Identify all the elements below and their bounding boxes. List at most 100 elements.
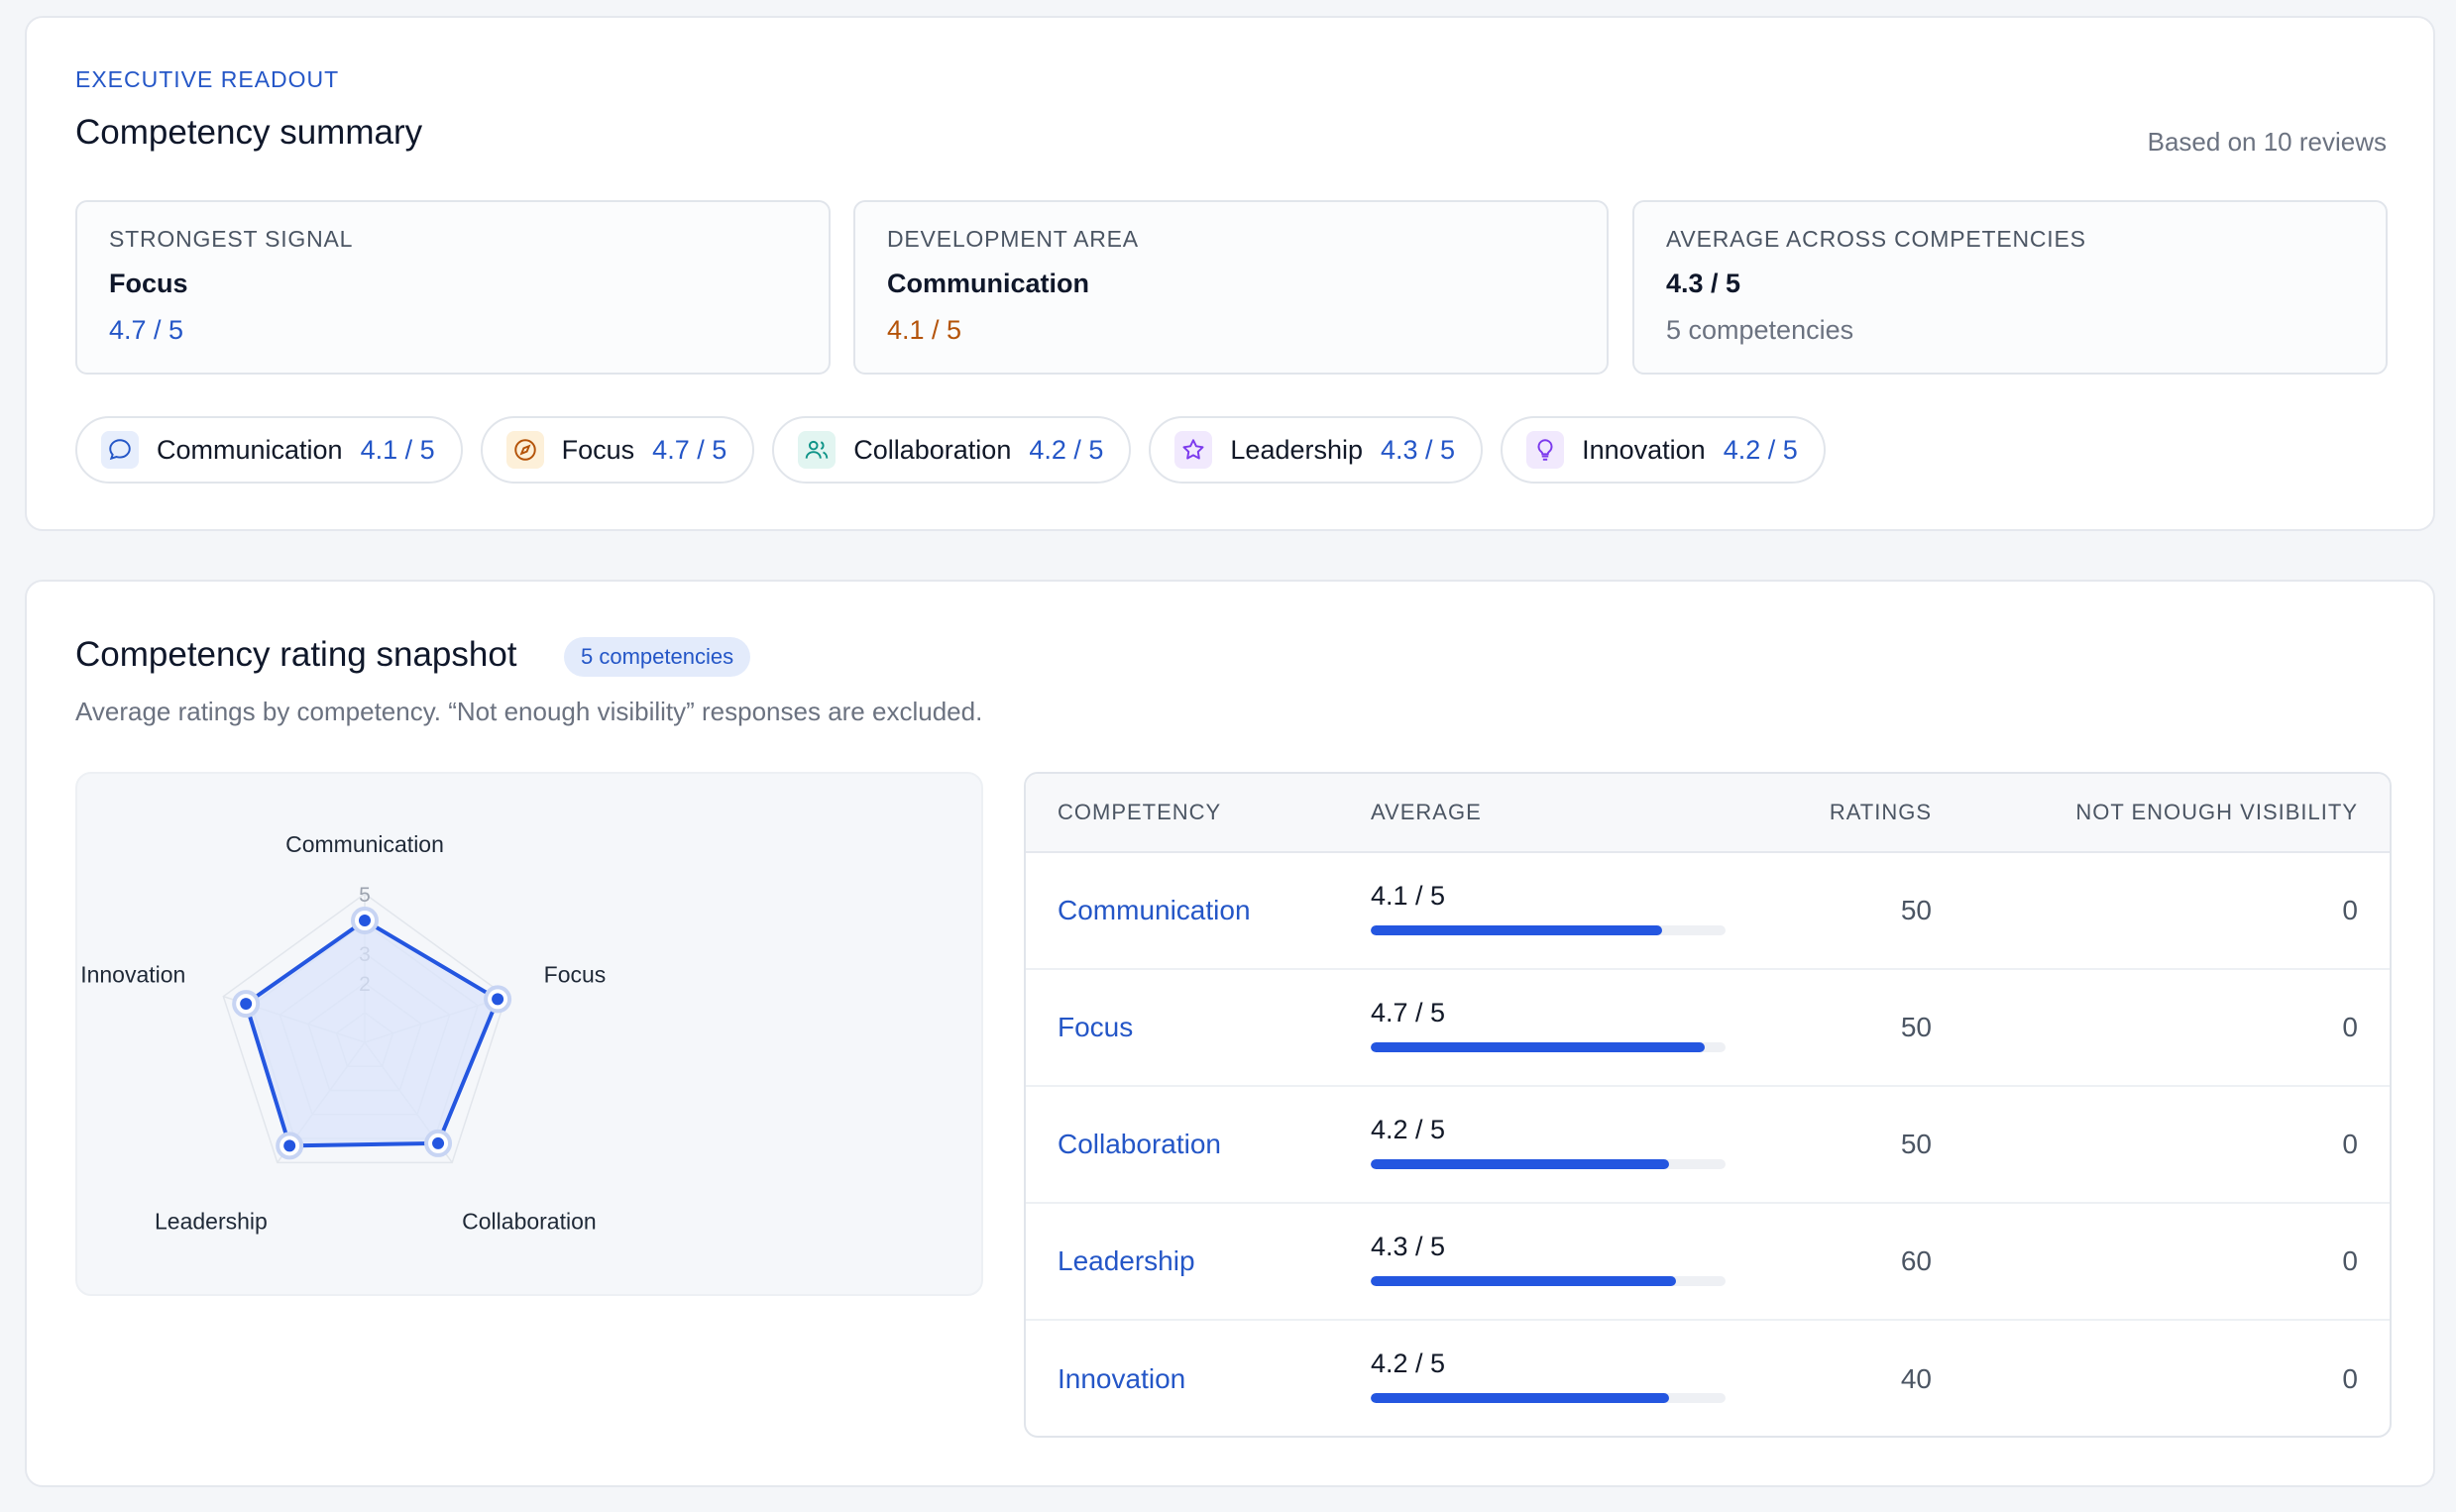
stat-label: STRONGEST SIGNAL [109,226,354,252]
chip-label: Collaboration [853,434,1012,465]
chip-score: 4.3 / 5 [1381,434,1456,465]
radar-point [283,1139,296,1152]
average-cell: 4.1 / 5 [1371,881,1726,935]
average-bar-fill [1371,1276,1676,1286]
average-cell: 4.2 / 5 [1371,1115,1726,1169]
average-bar-track [1371,1276,1726,1286]
competency-link[interactable]: Communication [1058,895,1251,925]
stat-score: 4.1 / 5 [887,315,962,345]
average-value: 4.1 / 5 [1371,881,1446,911]
stat-value: 4.3 / 5 [1666,269,1741,298]
chip-score: 4.2 / 5 [1723,434,1798,465]
average-bar-track [1371,1393,1726,1403]
competency-link[interactable]: Collaboration [1058,1129,1221,1159]
chip-label: Communication [157,434,343,465]
not-enough-visibility-count: 0 [2342,1363,2358,1394]
not-enough-visibility-count: 0 [2342,895,2358,925]
average-cell: 4.2 / 5 [1371,1349,1726,1403]
table-row: Communication 4.1 / 5 50 0 [1026,853,2390,970]
strongest-signal-card: STRONGEST SIGNAL Focus 4.7 / 5 [75,200,831,375]
radar-axis-label: Innovation [80,962,185,988]
table-row: Collaboration 4.2 / 5 50 0 [1026,1087,2390,1204]
average-cell: 4.3 / 5 [1371,1232,1726,1286]
ratings-count: 50 [1900,895,1932,925]
radar-point [240,998,253,1011]
average-competencies-card: AVERAGE ACROSS COMPETENCIES 4.3 / 5 5 co… [1632,200,2388,375]
stat-score: 4.7 / 5 [109,315,184,345]
table-header: COMPETENCY AVERAGE RATINGS NOT ENOUGH VI… [1026,774,2390,853]
chip-innovation[interactable]: Innovation 4.2 / 5 [1501,416,1826,484]
competency-link[interactable]: Leadership [1058,1245,1195,1276]
average-value: 4.3 / 5 [1371,1232,1446,1261]
competency-summary-card: EXECUTIVE READOUT Competency summary Bas… [25,16,2435,531]
users-icon [798,431,837,469]
competency-link[interactable]: Innovation [1058,1363,1186,1394]
average-cell: 4.7 / 5 [1371,998,1726,1052]
chip-score: 4.2 / 5 [1029,434,1104,465]
chip-label: Leadership [1230,434,1364,465]
table-body: Communication 4.1 / 5 50 0 Focus 4.7 / 5 50 0 Co… [1026,853,2390,1436]
radar-grid-ring [222,893,507,1164]
not-enough-visibility-count: 0 [2342,1245,2358,1276]
radar-point [432,1136,445,1149]
not-enough-visibility-count: 0 [2342,1129,2358,1159]
eyebrow-label: EXECUTIVE READOUT [75,66,340,92]
lightbulb-icon [1526,431,1565,469]
average-bar-fill [1371,925,1662,935]
chip-collaboration[interactable]: Collaboration 4.2 / 5 [772,416,1132,484]
section-title: Competency rating snapshot [75,635,517,674]
table-row: Leadership 4.3 / 5 60 0 [1026,1204,2390,1321]
table-row: Innovation 4.2 / 5 40 0 [1026,1321,2390,1436]
star-icon [1174,431,1213,469]
ratings-count: 50 [1900,1012,1932,1042]
chip-score: 4.7 / 5 [652,434,727,465]
radar-axis-label: Focus [544,962,607,988]
chat-bubble-icon [101,431,139,469]
not-enough-visibility-count: 0 [2342,1012,2358,1042]
radar-tick-label: 5 [359,884,371,907]
stat-value: Focus [109,269,188,298]
average-bar-track [1371,1159,1726,1169]
radar-axis-label: Communication [285,831,444,857]
reviews-count-text: Based on 10 reviews [2147,127,2387,157]
radar-point [492,993,504,1006]
average-value: 4.2 / 5 [1371,1349,1446,1378]
radar-series-area [244,918,501,1148]
ratings-count: 60 [1900,1245,1932,1276]
average-bar-track [1371,1042,1726,1052]
chip-label: Focus [561,434,635,465]
radar-axis-label: Collaboration [462,1208,597,1234]
chip-score: 4.1 / 5 [360,434,435,465]
competency-count-badge: 5 competencies [564,637,751,677]
stat-label: AVERAGE ACROSS COMPETENCIES [1666,226,2086,252]
radar-point [359,915,371,926]
table-row: Focus 4.7 / 5 50 0 [1026,970,2390,1087]
average-value: 4.7 / 5 [1371,998,1446,1027]
radar-axis-label: Leadership [155,1208,268,1234]
column-header-average: AVERAGE [1371,800,1482,824]
average-bar-fill [1371,1393,1669,1403]
ratings-count: 50 [1900,1129,1932,1159]
page-title: Competency summary [75,113,423,152]
competency-chips: Communication 4.1 / 5 Focus 4.7 / 5 Coll… [75,416,1826,484]
average-bar-track [1371,925,1726,935]
chip-leadership[interactable]: Leadership 4.3 / 5 [1149,416,1484,484]
section-description: Average ratings by competency. “Not enou… [75,697,983,726]
stat-count: 5 competencies [1666,315,1854,345]
average-value: 4.2 / 5 [1371,1115,1446,1144]
chip-focus[interactable]: Focus 4.7 / 5 [480,416,755,484]
average-bar-fill [1371,1042,1705,1052]
compass-icon [505,431,544,469]
chip-label: Innovation [1582,434,1706,465]
stat-label: DEVELOPMENT AREA [887,226,1139,252]
radar-chart: 235CommunicationFocusCollaborationLeader… [80,831,607,1234]
chip-communication[interactable]: Communication 4.1 / 5 [75,416,463,484]
stat-value: Communication [887,269,1090,298]
competency-link[interactable]: Focus [1058,1012,1134,1042]
development-area-card: DEVELOPMENT AREA Communication 4.1 / 5 [853,200,1609,375]
ratings-count: 40 [1900,1363,1932,1394]
column-header-competency: COMPETENCY [1058,800,1222,824]
competency-table: COMPETENCY AVERAGE RATINGS NOT ENOUGH VI… [1024,772,2392,1438]
average-bar-fill [1371,1159,1669,1169]
rating-snapshot-card: Competency rating snapshot 5 competencie… [25,580,2435,1487]
